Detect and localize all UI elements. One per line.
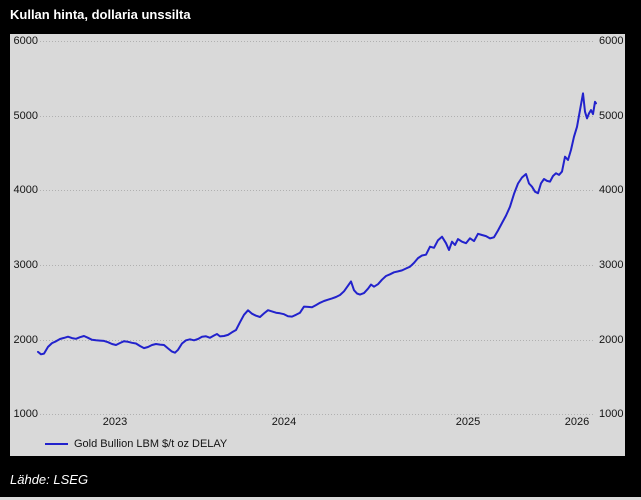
chart-panel: 6000 5000 4000 3000 2000 1000 6000 5000 4000 300… xyxy=(10,34,625,456)
y-axis-label-left: 3000 xyxy=(13,259,38,271)
chart-title: Kullan hinta, dollaria unssilta xyxy=(10,7,191,22)
legend: Gold Bullion LBM $/t oz DELAY xyxy=(45,437,227,451)
x-axis-label: 2023 xyxy=(102,416,128,428)
x-axis-label: 2025 xyxy=(455,416,481,428)
y-axis-label-left: 6000 xyxy=(13,35,38,47)
y-axis-label-left: 2000 xyxy=(13,334,38,346)
y-axis-label-right: 6000 xyxy=(599,35,624,47)
y-axis-label-left: 5000 xyxy=(13,110,38,122)
y-axis-label-right: 1000 xyxy=(599,408,624,420)
source-caption: Lähde: LSEG xyxy=(10,472,89,487)
y-axis-label-right: 2000 xyxy=(599,334,624,346)
bottom-border xyxy=(0,497,641,500)
x-axis-label: 2024 xyxy=(271,416,297,428)
price-line xyxy=(37,92,597,356)
legend-line-swatch xyxy=(45,443,68,445)
y-axis-label-right: 3000 xyxy=(599,259,624,271)
x-axis-label: 2026 xyxy=(564,416,590,428)
plot-area xyxy=(37,41,597,415)
legend-label: Gold Bullion LBM $/t oz DELAY xyxy=(74,438,228,450)
y-axis-label-right: 5000 xyxy=(599,110,624,122)
y-axis-label-right: 4000 xyxy=(599,184,624,196)
y-axis-label-left: 1000 xyxy=(13,408,38,420)
y-axis-label-left: 4000 xyxy=(13,184,38,196)
